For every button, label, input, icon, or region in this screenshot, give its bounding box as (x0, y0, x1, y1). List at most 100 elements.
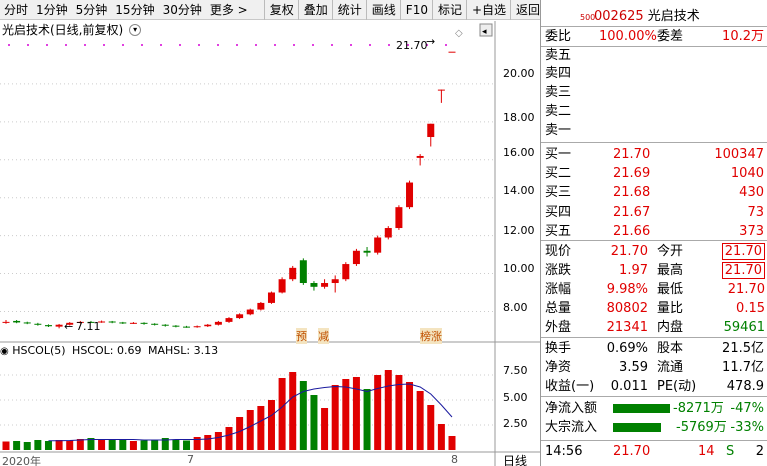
adjust-button[interactable]: 复权 (263, 0, 298, 20)
candle-body (214, 321, 222, 325)
candle (55, 323, 63, 329)
market-tag: 500 (580, 13, 596, 22)
limit-dot (179, 44, 181, 46)
event-marker[interactable]: 榜涨 (420, 328, 442, 344)
buy-row: 买一 21.70 100347 (545, 147, 764, 162)
period-button[interactable]: 日线 (503, 454, 528, 466)
volume-bar (172, 439, 180, 450)
limit-dot (293, 44, 295, 46)
candle-body (119, 322, 127, 324)
fund-row: 换手 0.69% 股本 21.5亿 (545, 341, 764, 356)
tab-5min[interactable]: 5分钟 (75, 2, 108, 17)
limit-dot (255, 44, 257, 46)
volume-bar (44, 441, 52, 450)
limit-dot (426, 44, 428, 46)
f10-button[interactable]: F10 (399, 0, 432, 20)
limit-dot (388, 44, 390, 46)
arrow-left-icon: ← (64, 320, 74, 333)
limit-dot (160, 44, 162, 46)
volume-bar (23, 442, 31, 450)
stats-button[interactable]: 统计 (331, 0, 366, 20)
sell-5: 卖五 (545, 48, 572, 63)
sell-2: 卖二 (545, 104, 572, 119)
candle (257, 301, 265, 311)
limit-dot (369, 44, 371, 46)
date-label: 7 (187, 453, 194, 466)
buy-row: 买五 21.66 373 (545, 223, 764, 239)
tab-1min[interactable]: 1分钟 (36, 2, 68, 17)
volume-bar (246, 410, 254, 450)
kline-chart[interactable]: ◂ ◇ (0, 0, 540, 466)
volume-bar (108, 439, 116, 450)
candle-body (437, 89, 445, 91)
indicator-title: HSCOL(5) (12, 344, 66, 357)
chevron-down-icon[interactable]: ▾ (129, 23, 142, 36)
candle-body (161, 324, 169, 326)
add-watchlist-button[interactable]: +自选 (465, 0, 510, 20)
candle-body (129, 322, 137, 324)
volume-bar (448, 436, 456, 450)
volume-bar (2, 441, 10, 450)
candle (151, 323, 159, 326)
fund-row: 净资 3.59 流通 11.7亿 (545, 360, 764, 375)
candle (342, 262, 350, 282)
mark-button[interactable]: 标记 (431, 0, 466, 20)
limit-dot (27, 44, 29, 46)
volume-bar (289, 372, 297, 450)
candle-body (13, 320, 21, 323)
candle-body (140, 322, 148, 324)
volume-bar (363, 389, 371, 450)
candle (236, 313, 244, 320)
candle (299, 258, 307, 285)
candle-body (151, 323, 159, 325)
flow-bar (613, 423, 661, 432)
stock-code: 002625 光启技术 (594, 9, 700, 24)
candle (119, 321, 127, 324)
tab-15min[interactable]: 15分钟 (115, 2, 155, 17)
candle (23, 321, 31, 325)
candle (363, 246, 371, 257)
draw-button[interactable]: 画线 (365, 0, 400, 20)
candle (384, 226, 392, 240)
event-marker[interactable]: 减 (318, 328, 329, 344)
candle-body (278, 279, 286, 293)
volume-bar (416, 391, 424, 450)
candle-body (257, 302, 265, 310)
price-tick: 14.00 (503, 184, 535, 197)
candle-body (98, 321, 106, 323)
volume-bar (384, 370, 392, 450)
tab-30min[interactable]: 30分钟 (162, 2, 202, 17)
limit-dot (445, 44, 447, 46)
buy-row: 买二 21.69 1040 (545, 166, 764, 182)
volume-bar (437, 424, 445, 450)
overlay-button[interactable]: 叠加 (297, 0, 332, 20)
tab-timeshare[interactable]: 分时 (4, 2, 29, 17)
event-marker[interactable]: 预 (296, 328, 307, 344)
scroll-button[interactable] (479, 23, 493, 37)
fund-row: 收益(一) 0.011 PE(动) 478.9 (545, 379, 764, 394)
candle (87, 320, 95, 323)
sell-4: 卖四 (545, 66, 572, 81)
candle (76, 320, 84, 324)
flow-bar (613, 404, 670, 413)
back-button[interactable]: 返回 (510, 0, 544, 20)
candle (161, 324, 169, 327)
candle (172, 325, 180, 328)
gear-icon[interactable]: ◉ (0, 346, 9, 357)
volume-bar (129, 441, 137, 450)
limit-dot (407, 44, 409, 46)
candle-body (76, 321, 84, 323)
candle (331, 275, 339, 293)
volume-bar (161, 438, 169, 450)
more-button[interactable]: 更多 > (209, 2, 248, 17)
scroll-icon: ◂ (482, 27, 487, 37)
volume-bar (257, 406, 265, 450)
volume-bar (98, 440, 106, 450)
limit-dot (217, 44, 219, 46)
candle-body (172, 325, 180, 327)
candle (246, 308, 254, 316)
candle-body (352, 250, 360, 265)
limit-dot (331, 44, 333, 46)
price-tick: 8.00 (503, 301, 528, 314)
